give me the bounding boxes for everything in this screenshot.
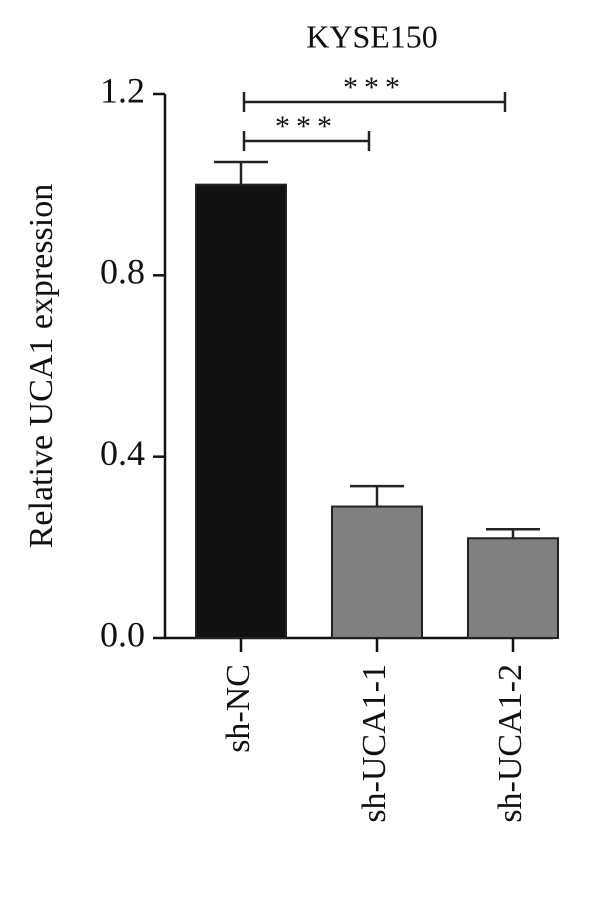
- y-tick-label: 1.2: [100, 70, 145, 110]
- significance-bracket: [242, 92, 507, 112]
- y-tick-label: 0.8: [100, 252, 145, 292]
- x-tick-label: sh-NC: [220, 664, 257, 753]
- significance-label: ***: [275, 110, 338, 143]
- bar: [331, 505, 423, 639]
- x-tick-label: sh-UCA1-1: [356, 664, 393, 823]
- x-tick-label: sh-UCA1-2: [492, 664, 529, 823]
- chart-title: KYSE150: [306, 18, 438, 54]
- bar: [467, 537, 559, 639]
- y-axis-label: Relative UCA1 expression: [23, 184, 60, 549]
- significance-label: ***: [343, 71, 406, 104]
- bar: [195, 183, 287, 640]
- significance-bracket: [242, 131, 371, 151]
- y-tick-label: 0.0: [100, 614, 145, 654]
- y-tick-label: 0.4: [100, 433, 145, 473]
